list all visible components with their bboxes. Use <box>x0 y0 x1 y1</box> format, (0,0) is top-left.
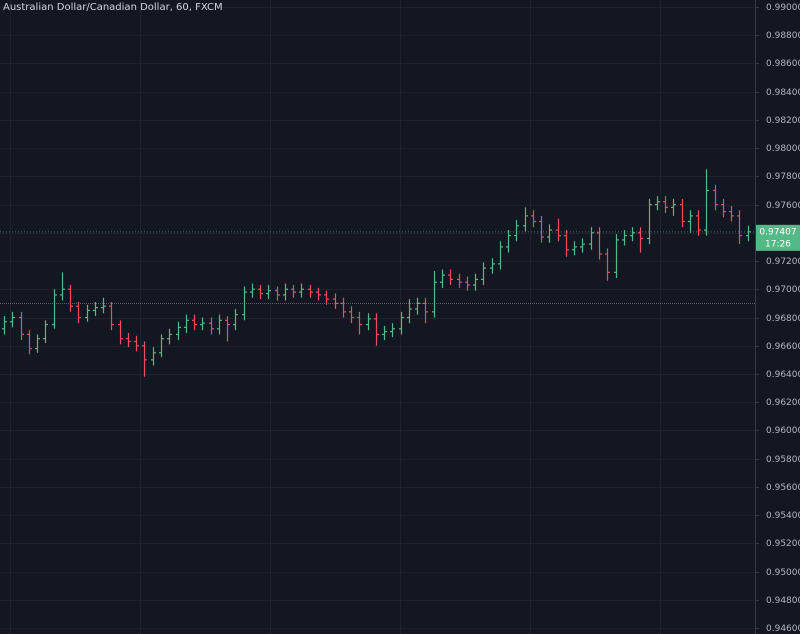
y-tick-label: 0.98600 <box>766 59 800 69</box>
y-tick-label: 0.96800 <box>766 314 800 324</box>
y-tick-label: 0.97200 <box>766 257 800 267</box>
chart-title: Australian Dollar/Canadian Dollar, 60, F… <box>3 2 223 13</box>
y-tick-label: 0.94800 <box>766 596 800 606</box>
y-tick-label: 0.98400 <box>766 88 800 98</box>
countdown: 17:26 <box>765 239 791 249</box>
y-tick-label: 0.98000 <box>766 144 800 154</box>
y-tick-label: 0.98800 <box>766 31 800 41</box>
y-tick-label: 0.96200 <box>766 398 800 408</box>
y-tick-label: 0.95400 <box>766 511 800 521</box>
y-tick-label: 0.97000 <box>766 285 800 295</box>
y-tick-label: 0.95000 <box>766 568 800 578</box>
y-tick-label: 0.99000 <box>766 3 800 13</box>
y-tick-label: 0.95200 <box>766 539 800 549</box>
y-tick-label: 0.96400 <box>766 370 800 380</box>
last-price-box <box>756 224 800 251</box>
y-tick-label: 0.97600 <box>766 201 800 211</box>
last-price-label: 0.97407 <box>759 227 796 237</box>
y-tick-label: 0.94600 <box>766 624 800 634</box>
y-tick-label: 0.96600 <box>766 342 800 352</box>
y-tick-label: 0.96000 <box>766 426 800 436</box>
y-tick-label: 0.98200 <box>766 116 800 126</box>
y-tick-label: 0.97800 <box>766 172 800 182</box>
y-tick-label: 0.95600 <box>766 483 800 493</box>
y-tick-label: 0.95800 <box>766 455 800 465</box>
